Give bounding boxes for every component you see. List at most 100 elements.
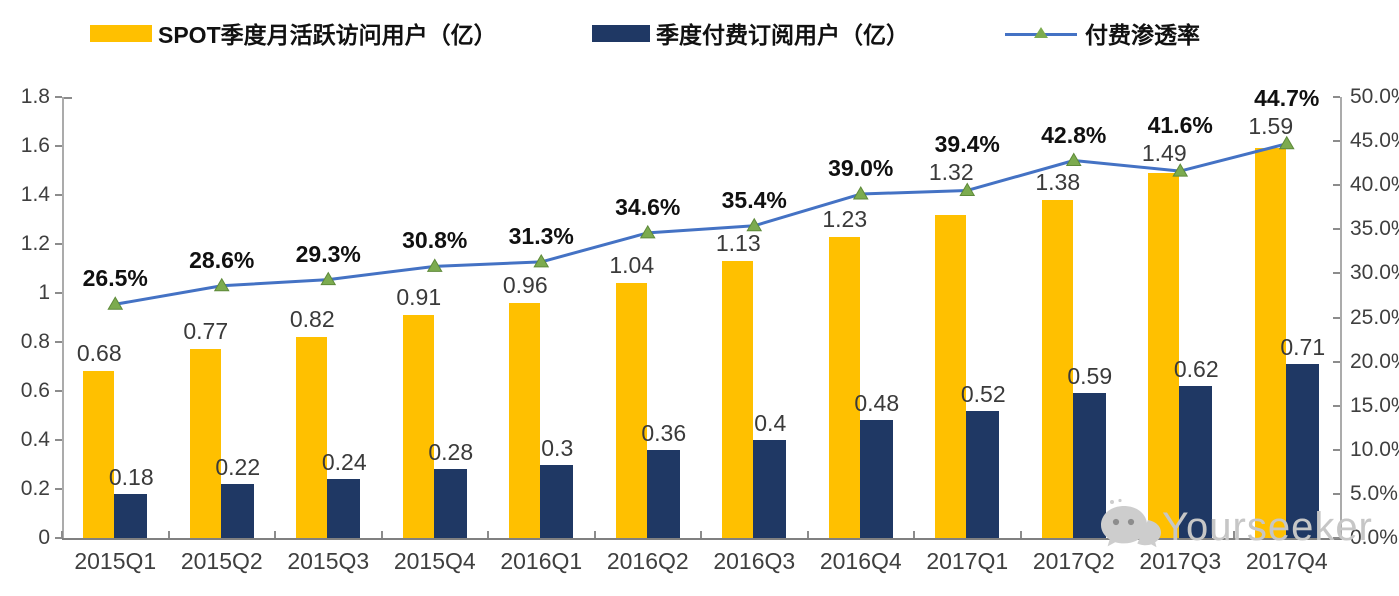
line-marker (213, 277, 230, 292)
subs-value-label: 0.18 (108, 463, 154, 490)
penetration-pct-label: 31.3% (508, 222, 574, 249)
penetration-pct-label: 30.8% (402, 227, 468, 254)
left-axis-tickmark (55, 145, 62, 147)
penetration-legend-label: 付费渗透率 (1085, 22, 1200, 48)
bar-mau (402, 315, 434, 538)
right-axis-tickmark (1333, 537, 1340, 539)
penetration-pct-label: 42.8% (1041, 121, 1107, 148)
left-axis-tickmark (55, 194, 62, 196)
bar-mau (509, 302, 541, 538)
right-axis-tickmark (1333, 448, 1340, 451)
y-tick-label-left: 0.2 (20, 477, 50, 500)
mau-value-label: 1.38 (1035, 168, 1081, 195)
x-tick-label: 2016Q4 (819, 548, 902, 574)
left-axis-tickmark (55, 439, 62, 441)
x-tick-label: 2016Q1 (500, 548, 583, 574)
bar-subs (1179, 386, 1213, 538)
penetration-legend-swatch (1005, 25, 1077, 42)
bar-subs (859, 420, 893, 538)
bar-mau (935, 214, 967, 538)
penetration-pct-label: 26.5% (82, 265, 148, 292)
x-axis-tickmark (274, 531, 276, 538)
right-axis-tickmark (1333, 184, 1340, 187)
bar-subs (433, 469, 467, 538)
subs-value-label: 0.62 (1173, 356, 1219, 383)
subs-value-label: 0.36 (641, 419, 687, 446)
y-tick-label-right: 10.0% (1350, 437, 1399, 461)
bar-mau (296, 337, 328, 538)
left-axis-tickmark (55, 341, 62, 343)
x-tick-label: 2016Q3 (713, 548, 796, 574)
legend-item-mau: SPOT季度月活跃访问用户（亿） (90, 18, 497, 48)
penetration-pct-label: 39.0% (828, 155, 894, 182)
line-marker (639, 224, 656, 239)
penetration-pct-label: 35.4% (721, 186, 787, 213)
mau-value-label: 1.13 (715, 230, 761, 257)
y-tick-label-right: 40.0% (1350, 173, 1399, 197)
x-axis-tickmark (806, 531, 809, 538)
bar-mau (189, 349, 221, 538)
right-axis-tickmark (1333, 228, 1340, 231)
bar-mau (722, 261, 754, 538)
mau-value-label: 0.96 (502, 271, 548, 298)
y-tick-label-right: 5.0% (1350, 481, 1398, 505)
y-tick-label-right: 20.0% (1350, 349, 1399, 373)
right-axis-tickmark (1333, 96, 1340, 98)
right-axis-tickmark (1333, 492, 1340, 495)
y-tick-label-right: 45.0% (1350, 129, 1399, 153)
mau-value-label: 1.23 (822, 205, 868, 232)
mau-value-label: 1.04 (609, 252, 655, 279)
mau-value-label: 0.82 (289, 306, 335, 333)
line-marker (852, 186, 869, 200)
x-axis-tickmark (1339, 531, 1341, 538)
left-axis-tickmark (55, 390, 62, 392)
mau-value-label: 0.91 (396, 284, 442, 311)
right-axis-tickmark (1333, 360, 1340, 363)
penetration-pct-label: 28.6% (189, 246, 255, 273)
y-tick-label-left: 1.4 (20, 183, 50, 206)
line-marker (107, 296, 124, 310)
x-tick-label: 2015Q2 (180, 548, 263, 574)
wechat-icon (1101, 498, 1161, 548)
x-axis-tickmark (593, 531, 596, 538)
x-axis-tickmark (487, 531, 489, 538)
y-tick-label-right: 15.0% (1350, 393, 1399, 417)
x-tick-label: 2017Q2 (1032, 548, 1115, 574)
legend-item-penetration: 付费渗透率 (1005, 18, 1200, 48)
left-axis-tickmark (55, 243, 62, 245)
y-axis-top-cap (64, 97, 72, 99)
penetration-pct-label: 34.6% (615, 193, 681, 220)
x-axis-tickmark (1232, 531, 1235, 538)
y-tick-label-right: 50.0% (1350, 85, 1399, 108)
mau-value-label: 0.68 (76, 340, 122, 367)
y-tick-label-left: 1.2 (20, 232, 50, 255)
legend-item-subs: 季度付费订阅用户（亿） (592, 18, 909, 48)
bar-subs (540, 464, 574, 538)
subs-value-label: 0.3 (541, 434, 574, 461)
y-tick-label-left: 1.6 (20, 134, 50, 157)
bar-subs (1072, 393, 1106, 538)
mau-value-label: 1.49 (1141, 140, 1187, 167)
x-tick-label: 2017Q3 (1139, 548, 1222, 574)
subs-value-label: 0.48 (854, 390, 900, 417)
bar-subs (966, 410, 1000, 538)
penetration-pct-label: 41.6% (1147, 112, 1213, 139)
bar-subs (1285, 364, 1319, 538)
subs-value-label: 0.52 (960, 380, 1006, 407)
y-tick-label-right: 30.0% (1350, 261, 1399, 285)
left-axis-tickmark (55, 96, 62, 98)
bar-subs (220, 484, 254, 538)
penetration-pct-label: 44.7% (1254, 84, 1320, 111)
bar-mau (615, 283, 647, 538)
x-tick-label: 2015Q1 (74, 548, 157, 574)
left-axis-tickmark (55, 488, 62, 490)
line-marker (1065, 152, 1082, 167)
y-tick-label-right: 35.0% (1350, 217, 1399, 241)
subs-value-label: 0.59 (1067, 363, 1113, 390)
bar-mau (83, 371, 115, 538)
triangle-marker-icon (1034, 26, 1048, 38)
x-tick-label: 2017Q4 (1245, 548, 1328, 574)
x-tick-label: 2015Q4 (393, 548, 476, 574)
y-tick-label-left: 1 (38, 281, 50, 304)
line-marker (746, 217, 763, 232)
